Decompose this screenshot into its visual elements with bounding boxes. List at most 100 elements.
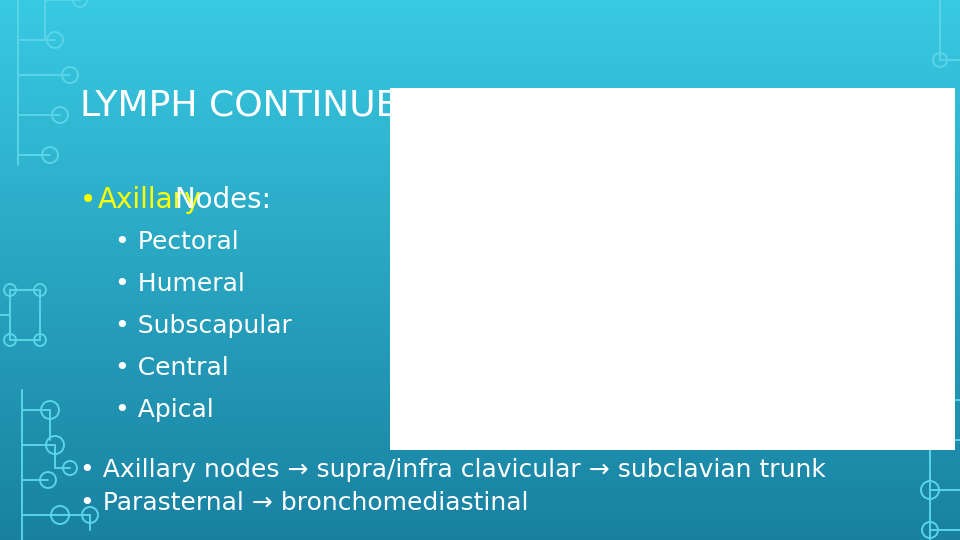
Bar <box>0 425 960 427</box>
Bar <box>0 247 960 248</box>
Bar <box>0 115 960 117</box>
Bar <box>0 281 960 282</box>
Bar <box>0 447 960 448</box>
Bar <box>0 444 960 447</box>
Bar <box>0 252 960 254</box>
Bar <box>0 351 960 353</box>
Bar <box>0 144 960 146</box>
Bar <box>0 383 960 385</box>
Bar <box>0 328 960 329</box>
Bar <box>0 4 960 5</box>
Bar <box>0 243 960 245</box>
Bar <box>0 139 960 140</box>
Bar <box>0 42 960 43</box>
Bar <box>0 363 960 366</box>
Bar <box>0 193 960 194</box>
Bar <box>0 493 960 495</box>
Bar <box>0 185 960 187</box>
Bar <box>0 164 960 166</box>
Bar <box>0 347 960 349</box>
Bar <box>0 412 960 414</box>
Bar <box>0 297 960 299</box>
Bar <box>0 261 960 263</box>
Bar <box>0 120 960 123</box>
Bar <box>0 79 960 81</box>
Bar <box>0 349 960 351</box>
Bar <box>0 443 960 444</box>
Bar <box>0 236 960 238</box>
Bar <box>0 69 960 70</box>
Bar <box>0 275 960 277</box>
Bar <box>0 166 960 167</box>
Bar <box>0 336 960 339</box>
Text: • Central: • Central <box>115 356 228 380</box>
Bar <box>0 268 960 270</box>
Bar <box>0 97 960 99</box>
Bar <box>0 65 960 66</box>
Bar <box>0 382 960 383</box>
Bar <box>0 346 960 347</box>
Bar <box>0 85 960 86</box>
Bar <box>0 495 960 497</box>
Bar <box>0 524 960 525</box>
Bar <box>0 538 960 540</box>
Bar <box>0 477 960 479</box>
Bar <box>0 45 960 47</box>
Bar <box>0 452 960 454</box>
Bar <box>0 22 960 23</box>
Bar <box>0 131 960 133</box>
Bar <box>0 201 960 204</box>
Bar <box>0 146 960 147</box>
Bar <box>390 88 955 450</box>
Bar <box>0 308 960 309</box>
Bar <box>0 293 960 295</box>
Bar <box>0 18 960 20</box>
Bar <box>0 362 960 363</box>
Bar <box>0 255 960 258</box>
Bar <box>0 59 960 61</box>
Bar <box>0 20 960 22</box>
Bar <box>0 238 960 239</box>
Bar <box>0 9 960 11</box>
Bar <box>0 463 960 464</box>
Bar <box>0 437 960 439</box>
Bar <box>0 126 960 128</box>
Bar <box>0 140 960 142</box>
Bar <box>0 207 960 209</box>
Bar <box>0 459 960 461</box>
Bar <box>0 374 960 376</box>
Bar <box>0 378 960 380</box>
Bar <box>0 47 960 49</box>
Bar <box>0 518 960 520</box>
Bar <box>0 432 960 434</box>
Bar <box>0 212 960 214</box>
Bar <box>0 342 960 344</box>
Bar <box>0 2 960 4</box>
Bar <box>0 123 960 124</box>
Text: • Subscapular: • Subscapular <box>115 314 292 338</box>
Bar <box>0 93 960 96</box>
Bar <box>0 420 960 421</box>
Bar <box>0 101 960 103</box>
Bar <box>0 11 960 12</box>
Bar <box>0 358 960 360</box>
Bar <box>0 155 960 157</box>
Bar <box>0 439 960 441</box>
Bar <box>0 490 960 491</box>
Bar <box>0 61 960 63</box>
Bar <box>0 288 960 290</box>
Bar <box>0 409 960 410</box>
Bar <box>0 184 960 185</box>
Bar <box>0 405 960 407</box>
Bar <box>0 259 960 261</box>
Bar <box>0 285 960 286</box>
Bar <box>0 204 960 205</box>
Bar <box>0 99 960 101</box>
Bar <box>0 274 960 275</box>
Bar <box>0 486 960 488</box>
Bar <box>0 205 960 207</box>
Bar <box>0 29 960 31</box>
Text: • Humeral: • Humeral <box>115 272 245 296</box>
Bar <box>0 470 960 471</box>
Bar <box>0 258 960 259</box>
